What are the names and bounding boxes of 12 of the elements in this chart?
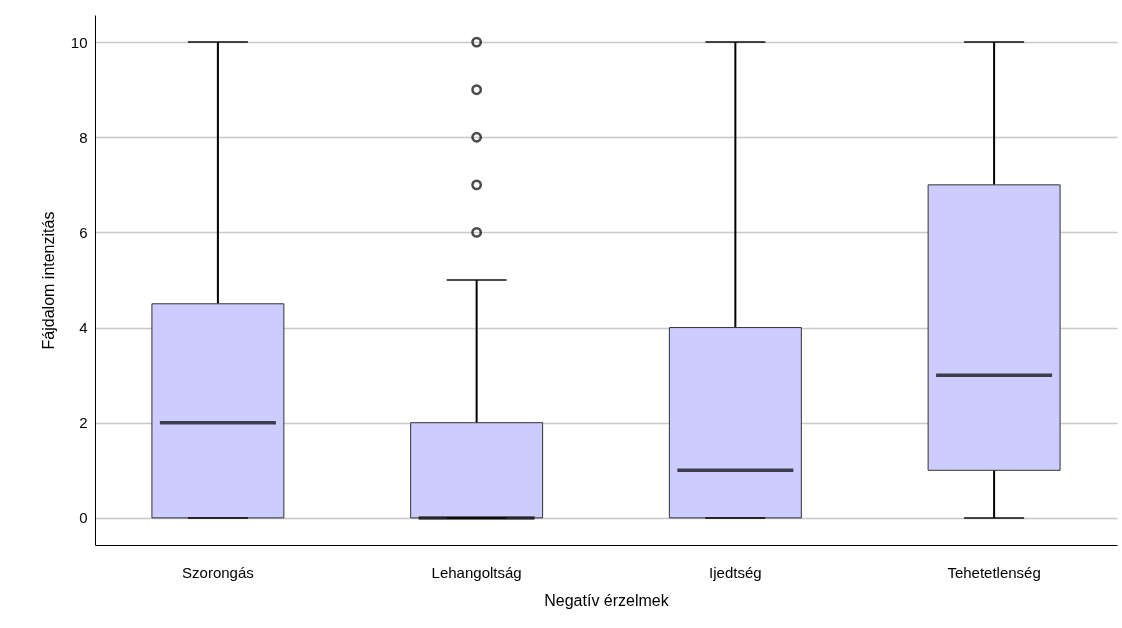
- y-tick-label: 8: [79, 128, 88, 146]
- x-axis-title: Negatív érzelmek: [544, 591, 670, 609]
- y-tick-label: 2: [79, 414, 88, 432]
- x-tick-label: Ijedtség: [709, 563, 762, 581]
- x-tick-label: Tehetetlenség: [947, 563, 1041, 581]
- y-tick-label: 4: [79, 319, 88, 337]
- y-axis-title: Fájdalom intenzitás: [39, 211, 57, 350]
- x-tick-label: Lehangoltság: [431, 563, 522, 581]
- y-tick-label: 0: [79, 509, 88, 527]
- y-tick-label: 6: [79, 223, 88, 241]
- y-tick-label: 10: [70, 33, 88, 51]
- x-tick-label: Szorongás: [182, 563, 254, 581]
